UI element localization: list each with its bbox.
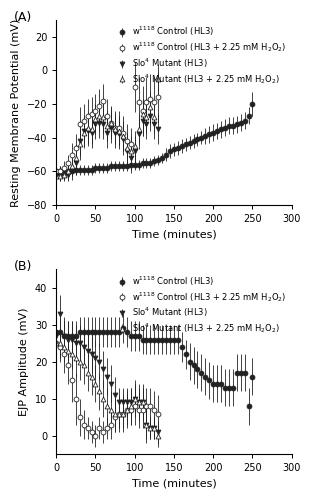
Legend: w$^{1118}$ Control (HL3), w$^{1118}$ Control (HL3 + 2.25 mM H$_2$O$_2$), Slo$^4$: w$^{1118}$ Control (HL3), w$^{1118}$ Con… <box>113 24 288 86</box>
Text: (A): (A) <box>14 10 32 24</box>
Y-axis label: Resting Membrane Potential (mV): Resting Membrane Potential (mV) <box>11 18 21 206</box>
X-axis label: Time (minutes): Time (minutes) <box>132 479 216 489</box>
Text: (B): (B) <box>14 260 32 273</box>
Y-axis label: EJP Amplitude (mV): EJP Amplitude (mV) <box>19 308 29 416</box>
X-axis label: Time (minutes): Time (minutes) <box>132 230 216 239</box>
Legend: w$^{1118}$ Control (HL3), w$^{1118}$ Control (HL3 + 2.25 mM H$_2$O$_2$), Slo$^4$: w$^{1118}$ Control (HL3), w$^{1118}$ Con… <box>113 274 288 336</box>
